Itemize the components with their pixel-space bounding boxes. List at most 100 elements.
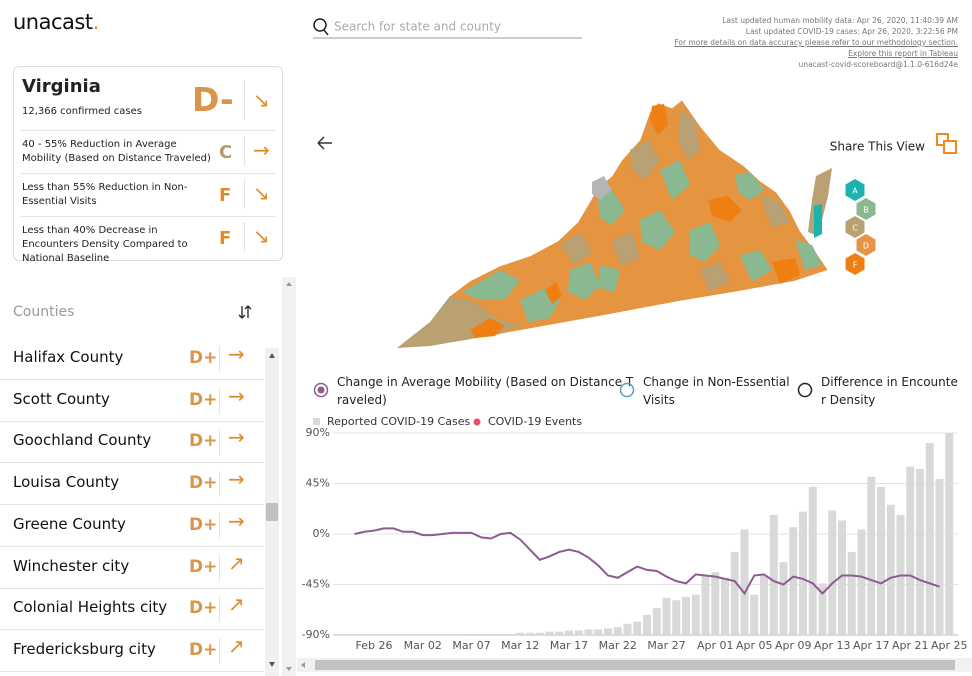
metric-text: Less than 55% Reduction in Non-Essential… [22,182,188,207]
share-label[interactable]: Share This View [830,140,925,154]
bar [487,633,495,635]
bar [760,575,768,635]
bar [847,551,856,635]
bar [672,600,681,635]
bar [506,633,515,635]
col-divider [219,554,220,581]
bar [516,632,525,635]
x-tick-label: Apr 25 [931,639,968,652]
county-row[interactable]: Louisa County D+ → [0,463,264,506]
y-tick-label: 45% [306,477,330,490]
metric-trend: ↘ [253,224,270,248]
map-region [545,282,562,304]
radio-label[interactable]: Change in Average Mobility (Based on Dis… [337,375,634,407]
state-map[interactable] [396,99,832,349]
bar [565,630,573,635]
col-divider [219,346,220,372]
radio[interactable] [797,382,813,398]
col-divider [219,512,220,539]
col-divider [244,80,245,120]
legend-hex-label: B [863,206,869,215]
map-region [560,232,592,265]
scrollbar[interactable] [282,277,296,676]
share-icon[interactable] [936,133,957,154]
metric-trend: → [253,138,270,162]
x-tick-label: Mar 22 [599,639,637,652]
bar [867,476,876,635]
h-scroll-thumb[interactable] [315,660,955,670]
bar [682,596,690,635]
map-region [598,265,620,292]
map-region [592,176,612,200]
county-row[interactable]: Fredericksburg city D+ ↗ [0,630,264,672]
radio-dot [317,386,325,394]
county-trend: → [228,383,245,408]
scroll-thumb[interactable] [266,503,278,521]
x-tick-label: Mar 17 [550,639,588,652]
logo[interactable]: unacast. [13,10,99,34]
bar [818,583,827,635]
bar [652,608,661,635]
county-grade: D+ [189,514,218,535]
bar [808,486,817,635]
bar [643,614,651,635]
county-row[interactable]: Goochland County D+ → [0,421,264,464]
county-grade: D+ [189,431,218,452]
row-divider [20,216,276,217]
county-row[interactable]: Winchester city D+ ↗ [0,547,264,589]
radio[interactable] [619,382,635,398]
radio-label[interactable]: Change in Non-Essential Visits [643,375,790,407]
legend-label: COVID-19 Events [488,415,582,428]
bar [838,520,846,635]
bar [750,594,759,635]
county-row[interactable]: Halifax County D+ → [0,338,264,380]
radio[interactable] [313,382,329,398]
bar [711,572,720,635]
legend-swatch [473,418,481,426]
legend-hex-label: F [853,261,858,270]
bar [555,631,564,635]
bar [526,632,534,635]
county-row[interactable]: Colonial Heights city D+ ↗ [0,588,264,631]
share-square [936,133,949,146]
bar [730,551,739,635]
row-divider [20,130,276,131]
update-line[interactable]: Explore this report in Tableau [848,49,958,58]
county-row[interactable]: Scott County D+ → [0,380,264,422]
county-row[interactable]: Greene County D+ → [0,505,264,547]
sort-button[interactable] [238,305,252,319]
state-name: Virginia [22,76,101,97]
y-tick-label: -90% [302,628,330,641]
x-tick-label: Apr 09 [775,639,812,652]
county-grade: D+ [189,473,218,494]
legend-hex [845,216,865,238]
x-tick-label: Apr 21 [892,639,929,652]
back-button[interactable] [317,136,332,150]
x-tick-label: Mar 12 [501,639,539,652]
col-divider [244,222,245,252]
county-trend: → [228,508,245,533]
update-line[interactable]: For more details on data accuracy please… [674,38,958,47]
map-legend: A BCD F [845,179,876,275]
legend-swatch [313,418,320,425]
map-region [678,110,700,160]
bar [779,562,788,635]
map-region [650,104,668,135]
county-name: Fredericksburg city [13,639,156,658]
radio-label[interactable]: Difference in Encounte r Density [821,375,958,407]
bar [604,628,612,635]
bar [877,486,885,635]
bar [467,633,476,635]
counties-title: Counties [13,304,75,320]
col-divider [244,179,245,209]
bar [799,511,807,635]
bar [721,577,729,635]
back-arrow [317,136,332,150]
bar [662,597,671,635]
state-trend: ↘ [253,88,270,112]
search-input[interactable]: Search for state and county [334,20,501,34]
county-grade: D+ [189,639,218,660]
bar [857,529,866,635]
update-line: Last updated human mobility data: Apr 26… [722,16,958,25]
